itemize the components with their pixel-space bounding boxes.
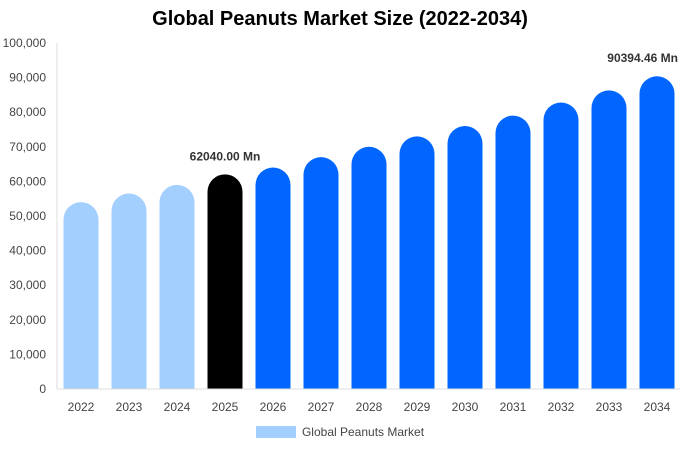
bars: [63, 76, 675, 390]
x-tick-label: 2033: [596, 400, 623, 414]
x-tick-label: 2027: [308, 400, 335, 414]
bar-2025: [207, 174, 243, 389]
bar-2024: [159, 184, 195, 389]
x-tick-label: 2024: [164, 400, 191, 414]
x-tick-label: 2032: [548, 400, 575, 414]
x-axis: 2022 2023 2024 2025 2026 2027 2028 2029 2030 2031…: [57, 388, 680, 414]
bar-2033: [591, 90, 627, 389]
bar-2023: [111, 193, 147, 389]
legend: Global Peanuts Market: [0, 425, 680, 439]
bar-2029: [399, 136, 435, 389]
x-tick-label: 2026: [260, 400, 287, 414]
chart-title: Global Peanuts Market Size (2022-2034): [152, 8, 528, 30]
y-tick-label: 90,000: [9, 71, 46, 85]
data-labels: 62040.00 Mn 90394.46 Mn: [190, 51, 678, 163]
y-tick-label: 80,000: [9, 105, 46, 119]
y-tick-label: 10,000: [9, 347, 46, 361]
x-tick-label: 2030: [452, 400, 479, 414]
legend-label: Global Peanuts Market: [301, 425, 425, 439]
data-label-2025: 62040.00 Mn: [190, 149, 261, 163]
x-tick-label: 2025: [212, 400, 239, 414]
data-label-2034: 90394.46 Mn: [607, 51, 678, 65]
y-tick-label: 20,000: [9, 313, 46, 327]
y-axis: 0 10,000 20,000 30,000 40,000 50,000 60,000 70,…: [3, 36, 58, 396]
y-tick-label: 50,000: [9, 209, 46, 223]
bar-2031: [495, 115, 531, 389]
bar-2032: [543, 102, 579, 390]
x-tick-label: 2023: [116, 400, 143, 414]
bar-2027: [303, 157, 339, 389]
y-tick-label: 40,000: [9, 244, 46, 258]
bar-2026: [255, 167, 291, 389]
legend-swatch: [255, 426, 296, 438]
x-tick-label: 2028: [356, 400, 383, 414]
y-tick-label: 0: [39, 382, 46, 396]
x-tick-label: 2034: [644, 400, 671, 414]
bar-2030: [447, 126, 483, 389]
y-tick-label: 100,000: [3, 36, 47, 50]
x-tick-label: 2031: [500, 400, 527, 414]
x-tick-label: 2029: [404, 400, 431, 414]
bar-2028: [351, 146, 387, 389]
x-tick-label: 2022: [68, 400, 95, 414]
y-tick-label: 60,000: [9, 174, 46, 188]
bar-2034: [639, 76, 675, 390]
y-tick-label: 30,000: [9, 278, 46, 292]
y-tick-label: 70,000: [9, 140, 46, 154]
bar-2022: [63, 202, 99, 389]
